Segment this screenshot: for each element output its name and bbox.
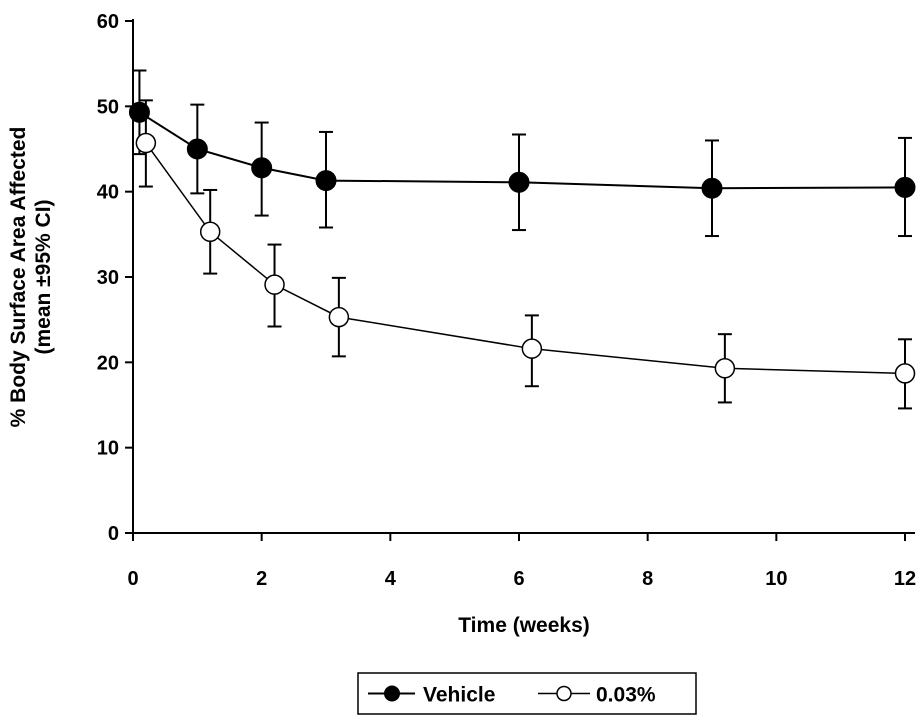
y-tick-label: 40 — [97, 182, 119, 204]
data-point-vehicle — [315, 170, 337, 192]
axes: 0 10 20 30 40 50 60 0 2 4 6 8 10 12 — [97, 11, 916, 590]
legend-item-0-03-percent: 0.03% — [538, 684, 656, 707]
y-tick-label: 0 — [108, 523, 119, 545]
data-point-0-03-percent — [199, 221, 221, 243]
data-point-0-03-percent — [521, 338, 543, 359]
y-tick-label: 60 — [97, 11, 119, 33]
data-point-0-03-percent — [264, 274, 285, 295]
x-tick-label: 10 — [765, 568, 787, 590]
data-point-vehicle — [508, 171, 530, 193]
data-point-0-03-percent — [328, 306, 350, 328]
data-point-0-03-percent — [135, 132, 157, 154]
y-tick-label: 50 — [97, 96, 119, 118]
y-tick-label: 10 — [97, 438, 119, 460]
data-point-vehicle — [251, 157, 273, 179]
series-0-03-percent — [135, 99, 916, 410]
y-axis-label-line2: (mean ±95% CI) — [32, 199, 55, 354]
data-point-vehicle — [186, 138, 208, 160]
legend-marker-0-03-percent — [556, 685, 572, 702]
y-tick-label: 20 — [97, 352, 119, 374]
legend-marker-vehicle — [384, 685, 400, 702]
data-point-0-03-percent — [894, 363, 916, 384]
data-point-0-03-percent — [714, 358, 736, 379]
x-axis-label: Time (weeks) — [458, 614, 590, 637]
y-axis-label-line1: % Body Surface Area Affected — [7, 127, 30, 428]
x-tick-label: 4 — [385, 568, 397, 590]
legend-label-0-03-percent: 0.03% — [596, 684, 656, 707]
legend: Vehicle 0.03% — [357, 672, 697, 715]
x-tick-label: 8 — [642, 568, 653, 590]
series-vehicle — [128, 69, 916, 238]
x-tick-label: 0 — [127, 568, 138, 590]
x-tick-label: 6 — [513, 568, 524, 590]
x-tick-label: 2 — [256, 568, 267, 590]
y-tick-label: 30 — [97, 267, 119, 289]
data-point-vehicle — [128, 101, 150, 123]
x-tick-label: 12 — [894, 568, 916, 590]
legend-label-vehicle: Vehicle — [423, 684, 495, 707]
data-point-vehicle — [894, 176, 916, 198]
legend-item-vehicle: Vehicle — [368, 684, 495, 707]
series-layer — [128, 69, 916, 410]
data-point-vehicle — [701, 177, 723, 199]
